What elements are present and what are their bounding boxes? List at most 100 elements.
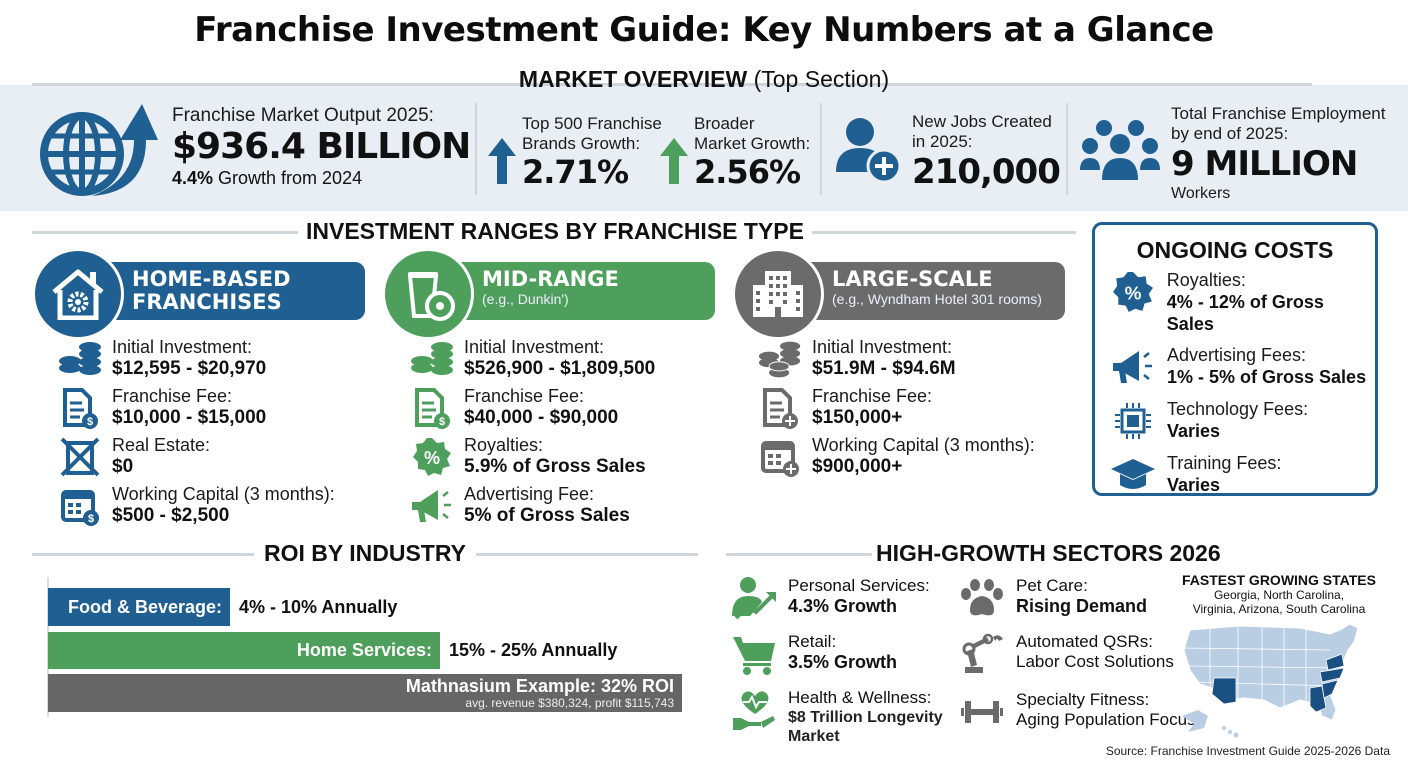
svg-text:$: $	[439, 416, 445, 428]
home-based-items: Initial Investment: $12,595 - $20,970 $ F…	[58, 337, 335, 528]
svg-text:%: %	[1124, 283, 1141, 304]
list-item: Technology Fees: Varies	[1109, 399, 1375, 443]
broader-label-2: Market Growth:	[694, 134, 811, 153]
list-item: Health & Wellness: $8 Trillion Longevity M…	[730, 688, 943, 746]
market-overview-band	[0, 85, 1408, 211]
up-arrow-icon	[660, 138, 688, 189]
item-label: Real Estate:	[112, 435, 211, 455]
calendar-dollar-icon: $	[58, 484, 102, 528]
item-label: Initial Investment:	[464, 337, 605, 357]
percent-badge-icon: %	[410, 435, 454, 479]
item-value: $8 Trillion Longevity	[788, 709, 943, 726]
growth-pct: 4.4%	[172, 168, 214, 188]
item-label: Royalties:	[1166, 270, 1246, 290]
high-growth-right: Pet Care: Rising Demand Automated QSRs: La…	[958, 576, 1196, 734]
megaphone-icon	[1109, 345, 1157, 389]
states-line-1: Georgia, North Carolina,	[1213, 588, 1345, 602]
item-value: $0	[112, 456, 134, 477]
item-value: 5.9% of Gross Sales	[464, 456, 646, 477]
up-arrow-icon	[488, 138, 516, 189]
jobs-value: 210,000	[912, 152, 1061, 192]
item-value: Varies	[1167, 421, 1221, 441]
title-line-2: FRANCHISES	[132, 290, 282, 314]
list-item: Initial Investment: $526,900 - $1,809,500	[410, 337, 655, 381]
svg-text:$: $	[87, 416, 93, 428]
item-label: Franchise Fee:	[812, 386, 933, 406]
graduation-cap-icon	[1109, 453, 1157, 497]
item-value: Rising Demand	[1016, 596, 1148, 616]
list-item: $ Working Capital (3 months): $500 - $2,5…	[58, 484, 335, 528]
item-label: Working Capital (3 months):	[112, 484, 335, 504]
divider	[476, 553, 698, 556]
employment-stat: Total Franchise Employment by end of 202…	[1171, 104, 1385, 204]
item-value: 5% of Gross Sales	[464, 505, 630, 526]
states-heading: FASTEST GROWING STATES	[1182, 572, 1376, 588]
employment-unit: Workers	[1171, 185, 1231, 202]
list-item: Initial Investment: $12,595 - $20,970	[58, 337, 335, 381]
employment-label-2: by end of 2025:	[1171, 124, 1289, 143]
bar-row: Food & Beverage: 4% - 10% Annually	[48, 588, 397, 626]
list-item: Retail: 3.5% Growth	[730, 632, 943, 676]
person-growth-icon	[730, 576, 778, 620]
bar-row: Home Services: 15% - 25% Annually	[48, 631, 617, 669]
page-title: Franchise Investment Guide: Key Numbers …	[194, 10, 1214, 50]
subtitle: (e.g., Wyndham Hotel 301 rooms)	[832, 291, 1042, 307]
calendar-plus-icon	[758, 435, 802, 479]
bar-label: Food & Beverage:	[67, 596, 222, 617]
item-label: Health & Wellness:	[788, 688, 932, 707]
divider	[820, 103, 822, 195]
robot-arm-icon	[958, 632, 1006, 676]
broader-value: 2.56%	[694, 153, 801, 191]
item-value: Labor Cost Solutions	[1016, 652, 1174, 671]
item-label: Franchise Fee:	[464, 386, 585, 406]
divider	[32, 83, 1312, 86]
item-label: Royalties:	[464, 435, 544, 455]
list-item: Pet Care: Rising Demand	[958, 576, 1196, 620]
hotel-building-icon	[732, 248, 824, 340]
output-label: Franchise Market Output 2025:	[172, 105, 434, 126]
jobs-label-1: New Jobs Created	[912, 112, 1052, 131]
list-item: Advertising Fee: 5% of Gross Sales	[410, 484, 655, 528]
item-value: $900,000+	[812, 456, 903, 477]
heart-hand-icon	[730, 688, 778, 732]
add-user-icon	[834, 116, 902, 189]
document-plus-icon	[758, 386, 802, 430]
high-growth-heading: HIGH-GROWTH SECTORS 2026	[876, 540, 1221, 566]
megaphone-icon	[410, 484, 454, 528]
item-label: Automated QSRs:	[1016, 632, 1154, 651]
house-gear-icon	[32, 248, 124, 340]
svg-text:$: $	[88, 513, 94, 525]
no-building-icon	[58, 435, 102, 479]
roi-heading: ROI BY INDUSTRY	[264, 540, 466, 566]
title-line-1: LARGE-SCALE	[832, 267, 993, 291]
percent-badge-icon: %	[1109, 270, 1157, 314]
bar-label: Mathnasium Example: 32% ROI	[405, 676, 674, 696]
item-label: Pet Care:	[1016, 576, 1088, 595]
roi-bar-food: Food & Beverage: 4% - 10% Annually	[48, 588, 397, 626]
market-overview-heading: MARKET OVERVIEW (Top Section)	[0, 66, 1408, 93]
paw-icon	[958, 576, 1006, 620]
title-line-1: MID-RANGE	[482, 267, 619, 291]
svg-text:%: %	[424, 448, 440, 468]
list-item: Franchise Fee: $150,000+	[758, 386, 1035, 430]
output-stat: Franchise Market Output 2025: $936.4 BIL…	[172, 105, 471, 189]
list-item: $ Franchise Fee: $10,000 - $15,000	[58, 386, 335, 430]
item-label: Advertising Fees:	[1167, 345, 1307, 365]
item-value: $150,000+	[812, 407, 903, 428]
item-label: Specialty Fitness:	[1016, 690, 1150, 709]
bar-value: avg. revenue $380,324, profit $115,743	[465, 696, 674, 710]
list-item: Automated QSRs: Labor Cost Solutions	[958, 632, 1196, 676]
list-item: Working Capital (3 months): $900,000+	[758, 435, 1035, 479]
item-value: $40,000 - $90,000	[464, 407, 619, 428]
broader-stat: Broader Market Growth: 2.56%	[694, 114, 810, 190]
roi-bar-home: Home Services: 15% - 25% Annually	[48, 631, 617, 669]
ongoing-costs-panel: ONGOING COSTS % Royalties: 4% - 12% of Gr…	[1092, 222, 1378, 496]
item-value-cont: Market	[788, 728, 840, 745]
divider	[812, 231, 1076, 234]
mid-range-title: MID-RANGE (e.g., Dunkin')	[482, 267, 619, 308]
chip-icon	[1109, 399, 1157, 443]
list-item: Initial Investment: $51.9M - $94.6M	[758, 337, 1035, 381]
employment-value: 9 MILLION	[1171, 144, 1358, 184]
coffee-donut-icon	[382, 248, 474, 340]
output-growth: 4.4% Growth from 2024	[172, 168, 470, 189]
